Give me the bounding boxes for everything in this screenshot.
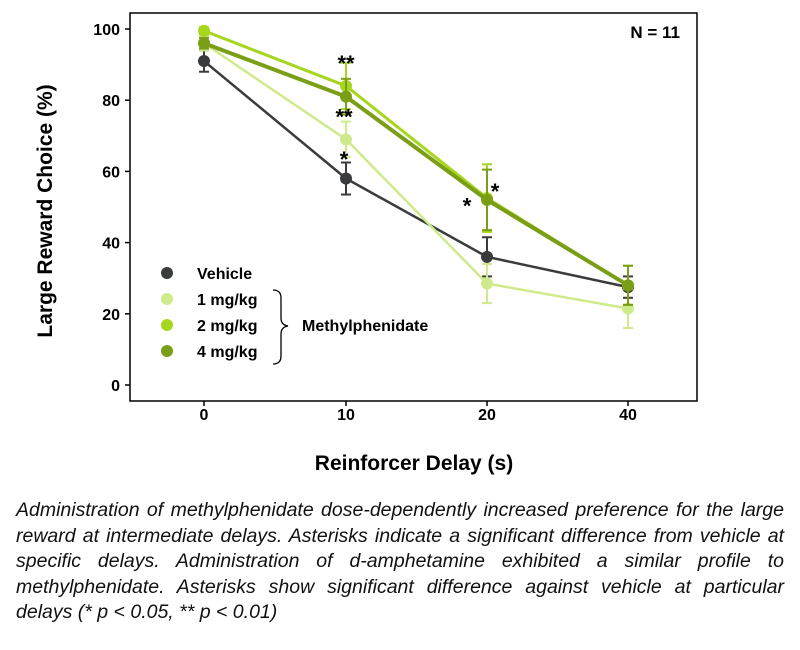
x-tick-label: 0 <box>200 407 209 424</box>
y-tick-label: 40 <box>102 236 120 253</box>
y-axis-title: Large Reward Choice (%) <box>34 84 57 337</box>
legend-label: Vehicle <box>197 266 252 283</box>
plot-frame <box>129 12 698 402</box>
legend-marker <box>161 319 173 331</box>
data-point <box>198 37 210 50</box>
legend-marker <box>161 345 173 357</box>
x-axis-title: Reinforcer Delay (s) <box>315 452 513 475</box>
y-tick-label: 20 <box>102 307 120 324</box>
significance-marker: ** <box>337 51 355 76</box>
legend-marker <box>161 267 173 279</box>
legend-marker <box>161 293 173 305</box>
significance-marker: * <box>463 193 472 218</box>
legend-label: 1 mg/kg <box>197 292 257 309</box>
series-line <box>203 60 629 289</box>
data-point <box>481 193 493 206</box>
x-tick-label: 10 <box>337 407 355 424</box>
data-point <box>622 279 634 292</box>
data-point <box>481 250 493 263</box>
legend-label: 4 mg/kg <box>197 344 257 361</box>
series-line <box>203 42 629 310</box>
significance-marker: * <box>491 179 500 204</box>
legend-brace <box>272 289 289 365</box>
data-point <box>340 90 352 103</box>
series-line <box>203 41 630 288</box>
data-point <box>481 277 493 290</box>
y-tick-label: 100 <box>93 22 120 39</box>
data-point <box>340 133 352 146</box>
series-3 <box>198 36 634 306</box>
data-point <box>198 55 210 68</box>
data-point <box>340 172 352 185</box>
legend-label: 2 mg/kg <box>197 318 257 335</box>
x-tick-label: 40 <box>619 407 637 424</box>
legend-group-label: Methylphenidate <box>302 318 428 335</box>
significance-marker: * <box>340 147 349 172</box>
series-1 <box>198 35 634 330</box>
n-annotation: N = 11 <box>630 23 680 42</box>
data-point <box>198 24 210 37</box>
y-tick-label: 60 <box>102 164 120 181</box>
significance-marker: ** <box>335 104 353 129</box>
y-tick-label: 0 <box>111 378 120 395</box>
y-tick-label: 80 <box>102 93 120 110</box>
figure-caption: Administration of methylphenidate dose-d… <box>16 499 784 623</box>
x-tick-label: 20 <box>478 407 496 424</box>
series-0 <box>198 49 634 299</box>
